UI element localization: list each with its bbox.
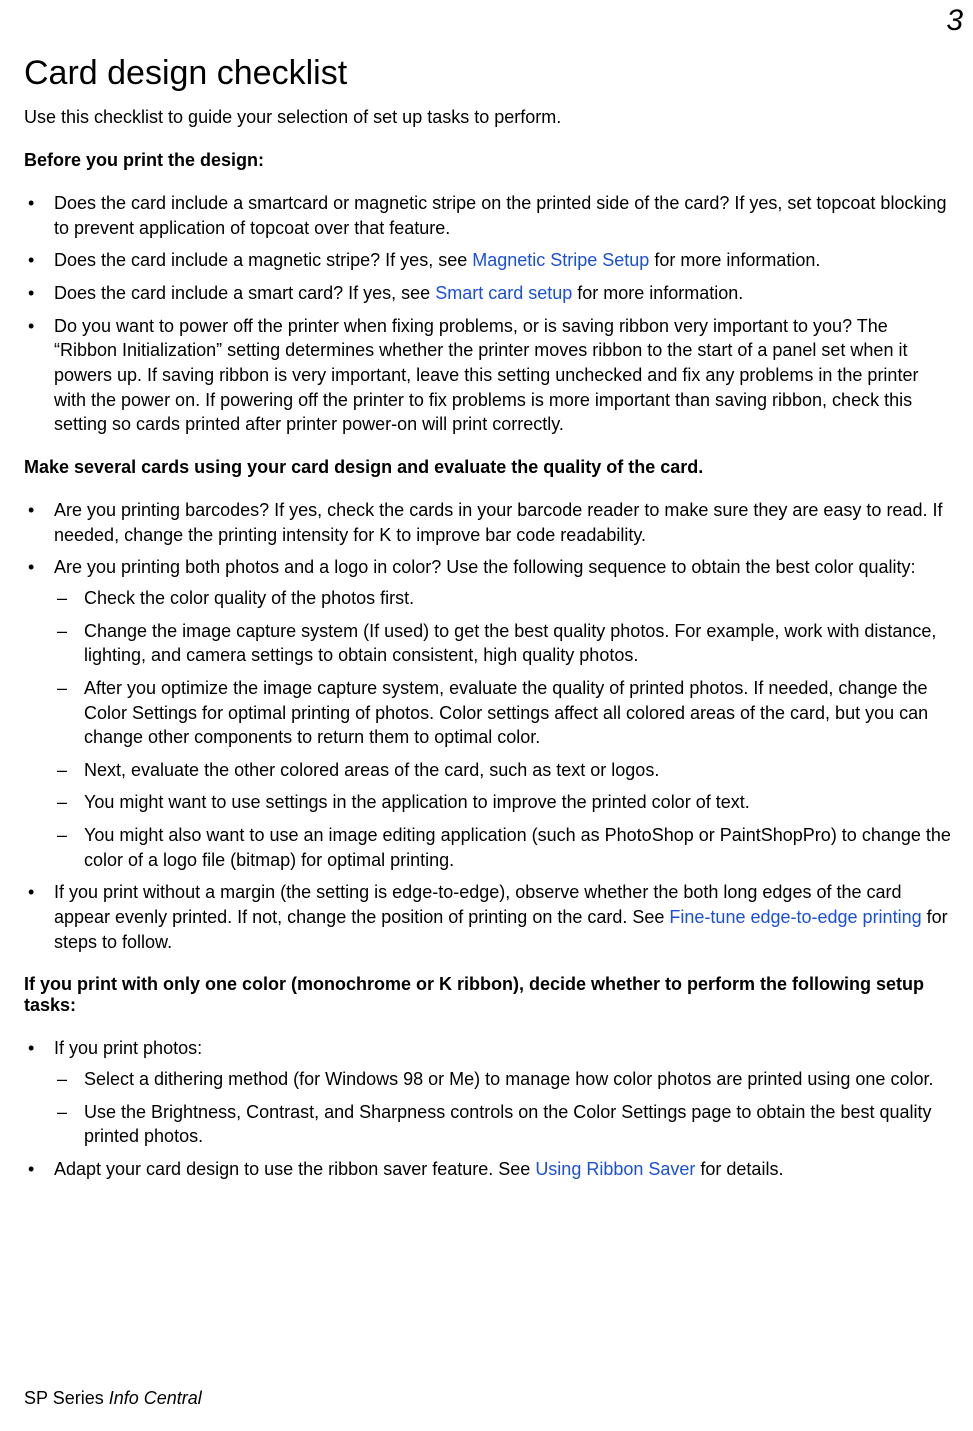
list-item: Select a dithering method (for Windows 9… bbox=[54, 1067, 955, 1092]
list-item: Change the image capture system (If used… bbox=[54, 619, 955, 668]
bullet-list-section2: Are you printing barcodes? If yes, check… bbox=[24, 498, 955, 955]
list-item-text: Adapt your card design to use the ribbon… bbox=[54, 1159, 535, 1179]
section-heading-make-cards: Make several cards using your card desig… bbox=[24, 457, 955, 478]
list-item: Use the Brightness, Contrast, and Sharpn… bbox=[54, 1100, 955, 1149]
section-heading-before-print: Before you print the design: bbox=[24, 150, 955, 171]
list-item: Does the card include a magnetic stripe?… bbox=[24, 248, 955, 273]
dash-list: Select a dithering method (for Windows 9… bbox=[54, 1067, 955, 1149]
list-item-text: for details. bbox=[695, 1159, 783, 1179]
bullet-list-section3: If you print photos: Select a dithering … bbox=[24, 1036, 955, 1181]
list-item-text: Are you printing both photos and a logo … bbox=[54, 557, 916, 577]
list-item: You might also want to use an image edit… bbox=[54, 823, 955, 872]
list-item: Check the color quality of the photos fi… bbox=[54, 586, 955, 611]
list-item: Are you printing both photos and a logo … bbox=[24, 555, 955, 872]
intro-text: Use this checklist to guide your selecti… bbox=[24, 107, 955, 128]
section-heading-one-color: If you print with only one color (monoch… bbox=[24, 974, 955, 1016]
list-item: If you print without a margin (the setti… bbox=[24, 880, 955, 954]
footer-brand: SP Series bbox=[24, 1388, 109, 1408]
link-magnetic-stripe-setup[interactable]: Magnetic Stripe Setup bbox=[472, 250, 649, 270]
list-item: After you optimize the image capture sys… bbox=[54, 676, 955, 750]
list-item-text: Does the card include a smart card? If y… bbox=[54, 283, 435, 303]
list-item: Does the card include a smartcard or mag… bbox=[24, 191, 955, 240]
link-fine-tune-edge-printing[interactable]: Fine-tune edge-to-edge printing bbox=[669, 907, 921, 927]
page-number: 3 bbox=[946, 4, 963, 38]
list-item: Do you want to power off the printer whe… bbox=[24, 314, 955, 437]
list-item: Are you printing barcodes? If yes, check… bbox=[24, 498, 955, 547]
link-using-ribbon-saver[interactable]: Using Ribbon Saver bbox=[535, 1159, 695, 1179]
list-item: If you print photos: Select a dithering … bbox=[24, 1036, 955, 1149]
footer-text: SP Series Info Central bbox=[24, 1388, 202, 1409]
page-title: Card design checklist bbox=[24, 54, 955, 93]
list-item: Next, evaluate the other colored areas o… bbox=[54, 758, 955, 783]
bullet-list-section1: Does the card include a smartcard or mag… bbox=[24, 191, 955, 437]
list-item-text: If you print photos: bbox=[54, 1038, 202, 1058]
link-smart-card-setup[interactable]: Smart card setup bbox=[435, 283, 572, 303]
list-item: You might want to use settings in the ap… bbox=[54, 790, 955, 815]
footer-product: Info Central bbox=[109, 1388, 202, 1408]
list-item: Adapt your card design to use the ribbon… bbox=[24, 1157, 955, 1182]
list-item-text: Does the card include a magnetic stripe?… bbox=[54, 250, 472, 270]
list-item-text: for more information. bbox=[649, 250, 820, 270]
list-item: Does the card include a smart card? If y… bbox=[24, 281, 955, 306]
list-item-text: for more information. bbox=[572, 283, 743, 303]
dash-list: Check the color quality of the photos fi… bbox=[54, 586, 955, 873]
document-page: 3 Card design checklist Use this checkli… bbox=[0, 0, 973, 1431]
